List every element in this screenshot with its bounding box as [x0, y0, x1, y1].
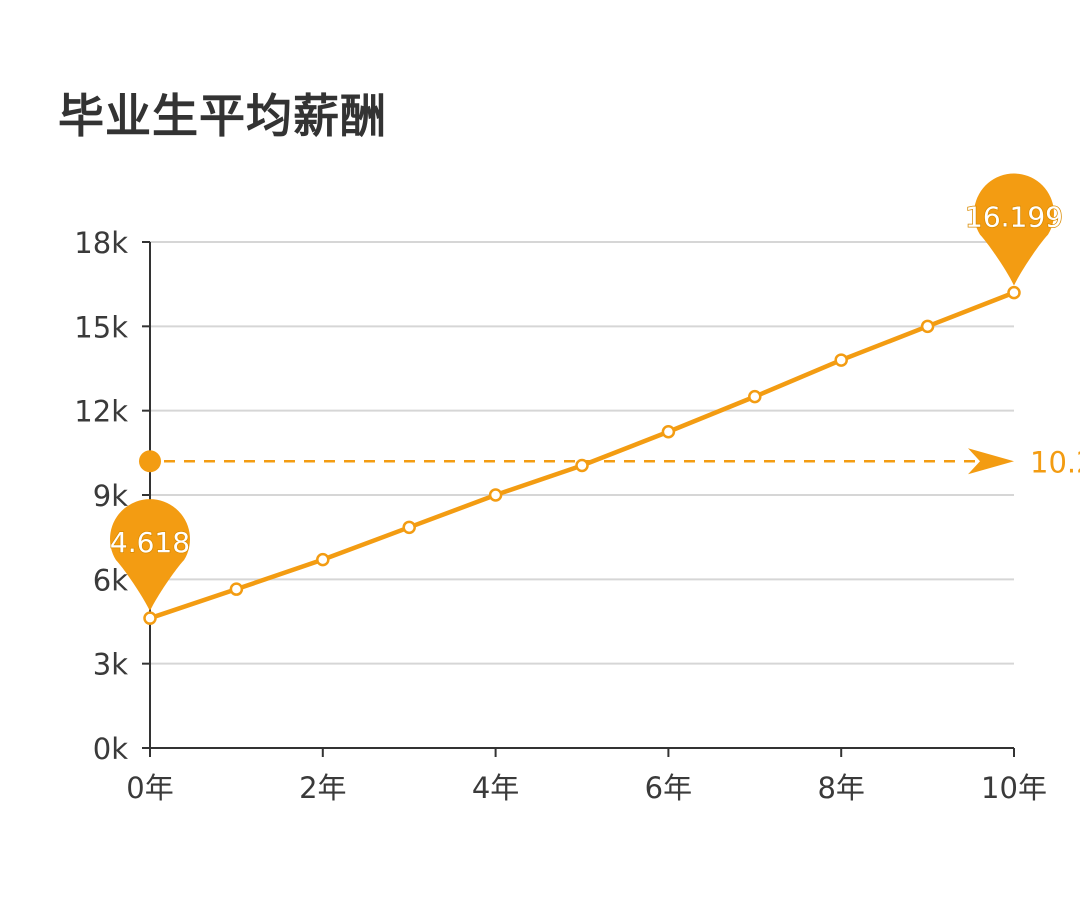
- data-point: [488, 488, 503, 502]
- grid-lines: [150, 241, 1014, 665]
- mark-pin-label: 16.199: [965, 201, 1063, 234]
- average-line-start-dot: [139, 450, 161, 473]
- data-point: [834, 353, 848, 367]
- data-point: [1007, 285, 1021, 300]
- data-point: [316, 552, 330, 567]
- x-tick-label: 10年: [981, 771, 1047, 805]
- data-point: [661, 425, 676, 439]
- average-line-label: 10.2: [1030, 445, 1080, 479]
- mark-pin-1: [974, 173, 1054, 286]
- series-group: [143, 285, 1021, 625]
- x-tick-label: 0年: [126, 771, 173, 805]
- average-line-group: 10.2: [139, 445, 1080, 479]
- mark-pins: 4.618 16.199: [109, 173, 1064, 612]
- series-line-0: [149, 290, 1015, 621]
- data-point: [748, 389, 762, 404]
- y-tick-label: 15k: [74, 310, 128, 344]
- y-tick-label: 0k: [93, 732, 128, 766]
- tick-labels: 0k 3k 6k 9k 12k 15k 18k 0年 2年 4年 6年 8年 10年: [74, 226, 1047, 805]
- mark-pin-0: [109, 499, 190, 612]
- x-tick-label: 4年: [472, 771, 519, 805]
- chart-title: 毕业生平均薪酬: [58, 89, 387, 143]
- x-tick-label: 8年: [817, 771, 864, 805]
- data-point: [575, 458, 589, 473]
- data-point: [229, 582, 244, 596]
- data-point: [143, 611, 157, 625]
- x-tick-label: 6年: [645, 771, 692, 805]
- x-tick-label: 2年: [299, 771, 346, 805]
- y-tick-label: 3k: [93, 648, 128, 682]
- y-tick-label: 18k: [74, 226, 128, 260]
- y-tick-label: 9k: [93, 479, 128, 513]
- data-point: [920, 319, 935, 334]
- y-tick-label: 6k: [93, 563, 128, 597]
- mark-pin-label: 4.618: [110, 526, 190, 559]
- axes: [142, 241, 1015, 757]
- data-point: [402, 520, 416, 535]
- average-line-arrow: [968, 448, 1014, 475]
- y-tick-label: 12k: [74, 395, 128, 429]
